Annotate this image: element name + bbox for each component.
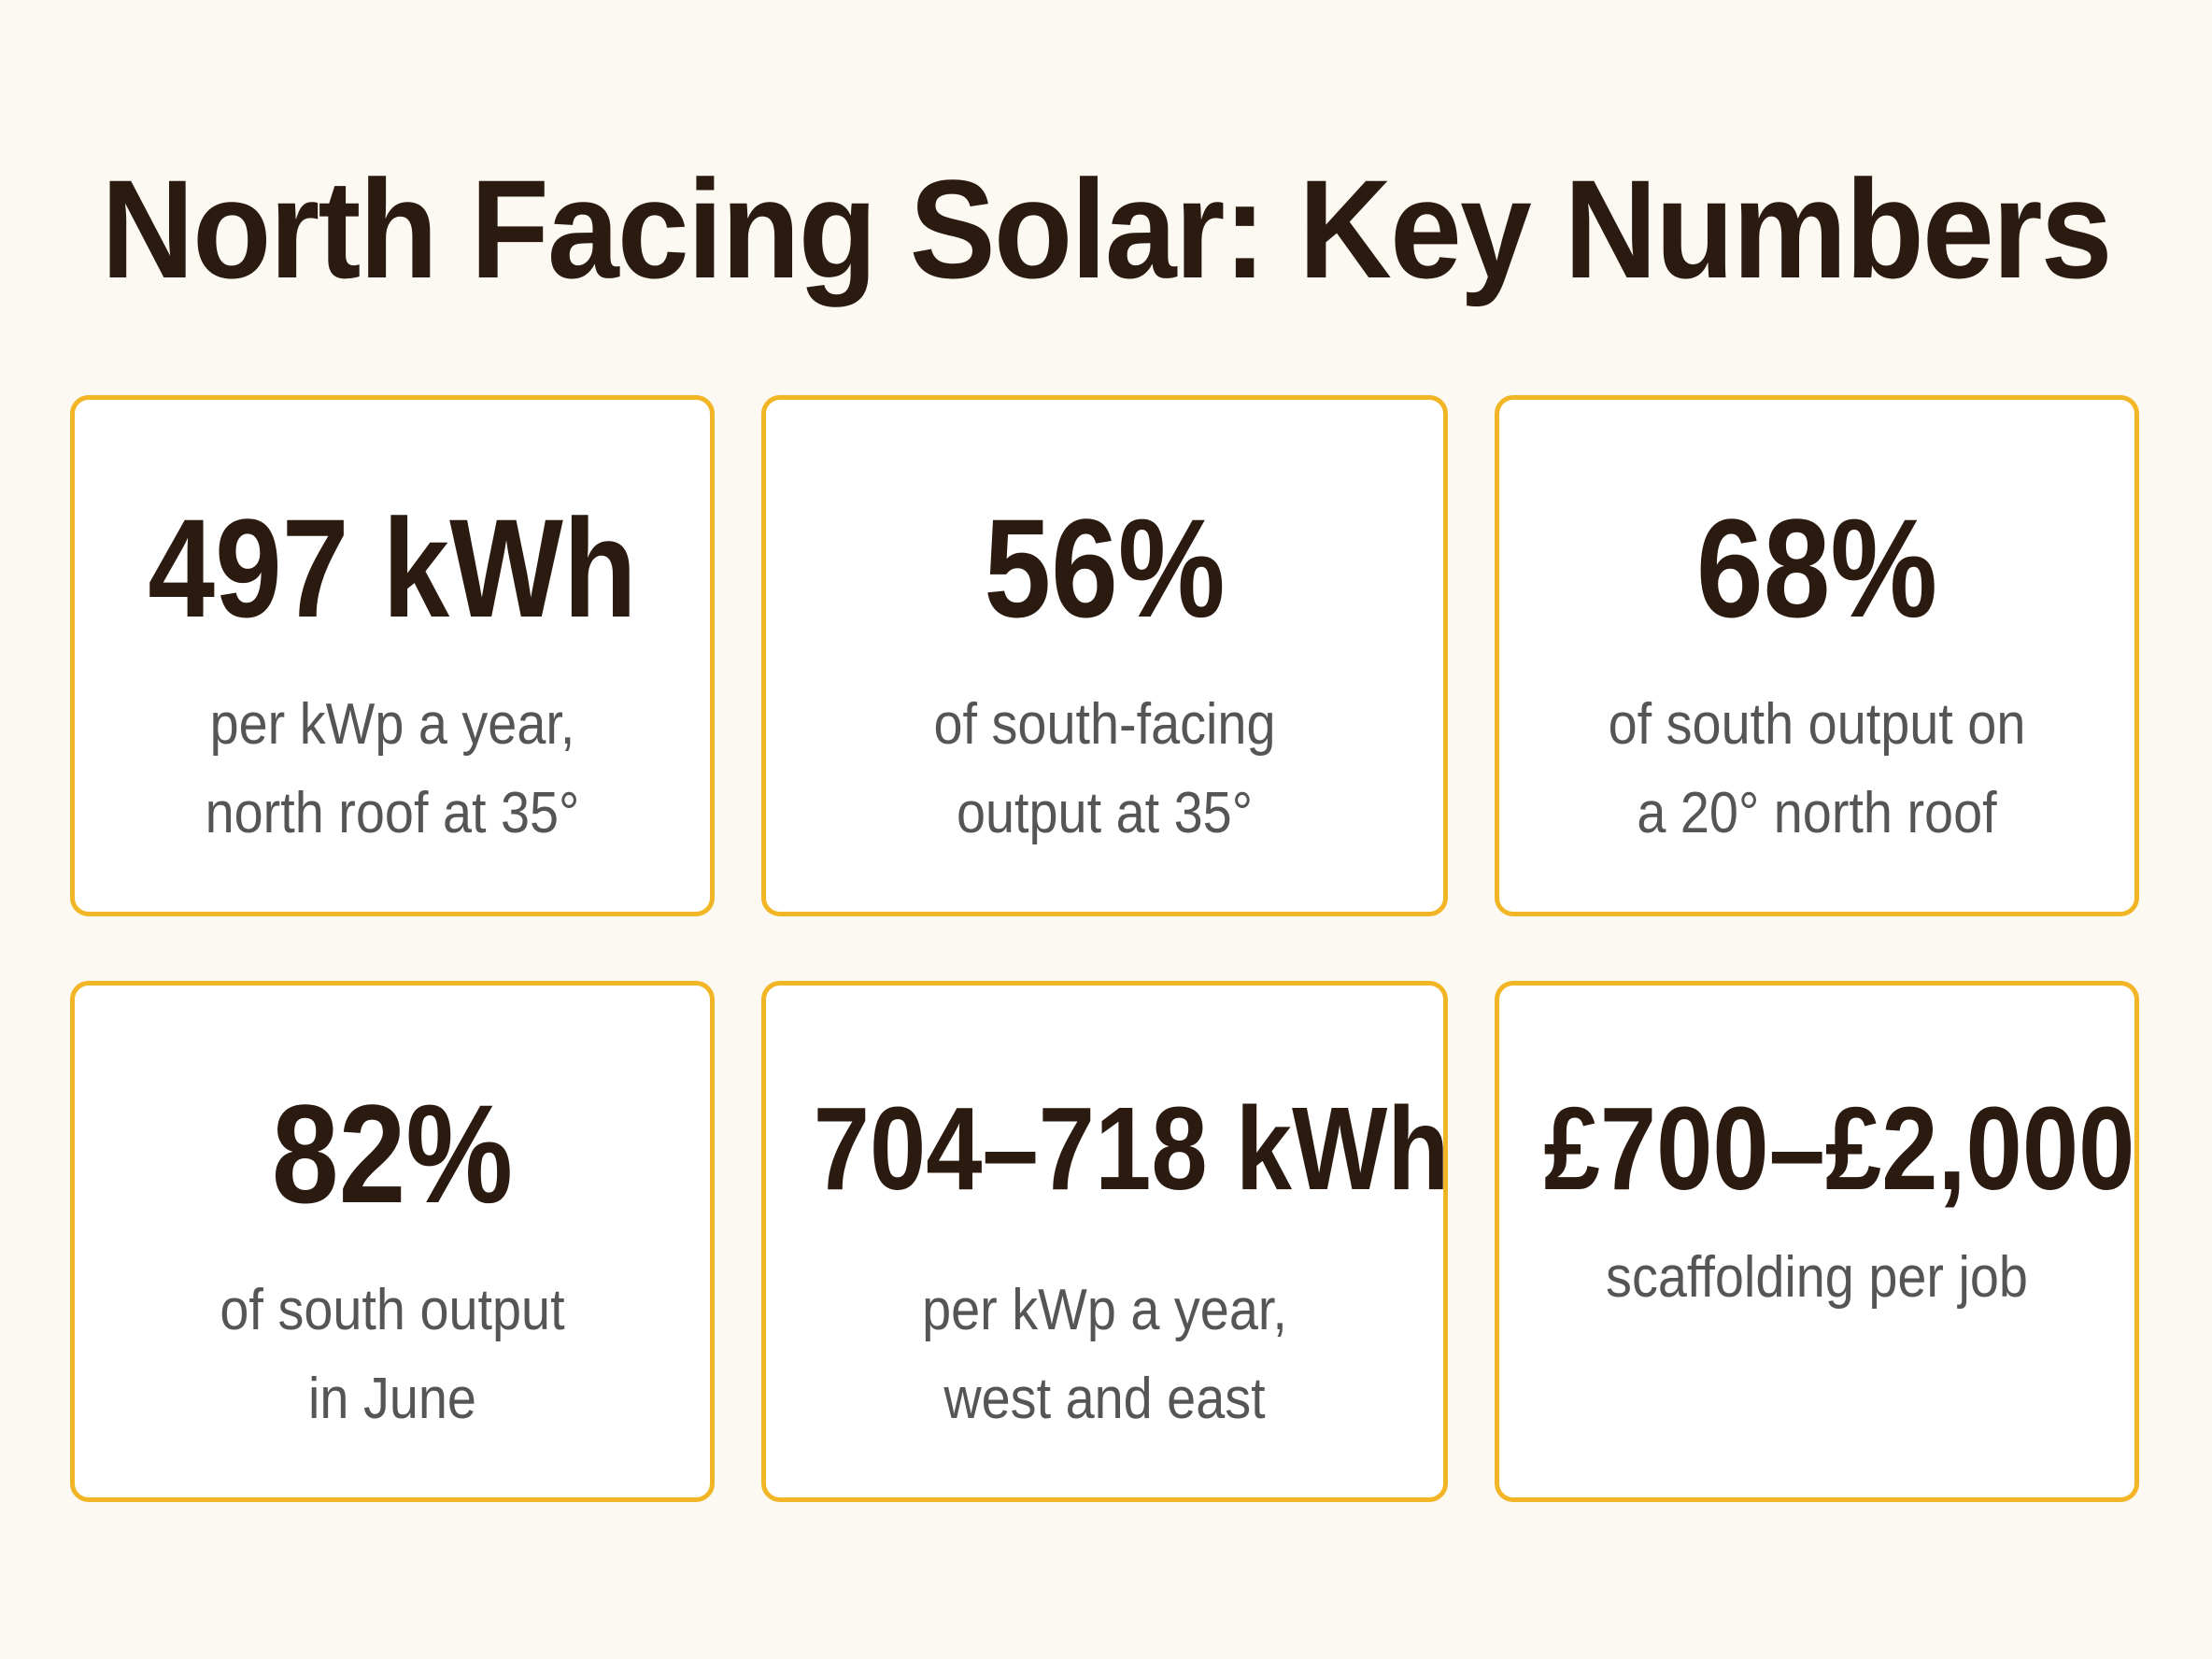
stat-label-line: of south output — [220, 1278, 565, 1342]
stat-card-west-east-yield: 704–718 kWh per kWp a year, west and eas… — [761, 981, 1450, 1502]
stat-label: of south-facing output at 35° — [816, 680, 1393, 858]
stat-card-scaffolding-cost: £700–£2,000 scaffolding per job — [1495, 981, 2139, 1502]
stat-label: per kWp a year, north roof at 35° — [123, 680, 661, 858]
page-title: North Facing Solar: Key Numbers — [101, 150, 2112, 307]
stat-value: £700–£2,000 — [1543, 1083, 2135, 1214]
stat-label: of south output in June — [123, 1266, 661, 1443]
stat-label-line: of south-facing — [933, 692, 1276, 757]
stat-label: of south output on a 20° north roof — [1548, 680, 2086, 858]
stat-card-low-pitch-share: 68% of south output on a 20° north roof — [1495, 395, 2139, 916]
stat-label-line: west and east — [943, 1367, 1266, 1431]
stat-value: 497 kWh — [148, 489, 637, 646]
stat-label: per kWp a year, west and east — [816, 1266, 1393, 1443]
stat-value: 56% — [984, 489, 1226, 646]
stat-card-south-facing-share: 56% of south-facing output at 35° — [761, 395, 1448, 916]
stat-label-line: north roof at 35° — [205, 781, 580, 845]
stat-label-line: per kWp a year, — [922, 1278, 1287, 1342]
stat-card-june-share: 82% of south output in June — [70, 981, 715, 1502]
stat-value: 68% — [1695, 489, 1938, 646]
stat-label-line: in June — [308, 1367, 476, 1431]
stat-label-line: of south output on — [1608, 692, 2026, 757]
stat-label-line: scaffolding per job — [1606, 1245, 2028, 1310]
stat-value: 704–718 kWh — [813, 1083, 1450, 1214]
stat-value: 82% — [271, 1075, 514, 1232]
stat-label: scaffolding per job — [1548, 1233, 2086, 1322]
stat-label-line: a 20° north roof — [1637, 781, 1997, 845]
stat-card-north-roof-yield: 497 kWh per kWp a year, north roof at 35… — [70, 395, 715, 916]
stat-label-line: per kWp a year, — [209, 692, 575, 757]
stat-label-line: output at 35° — [956, 781, 1254, 845]
